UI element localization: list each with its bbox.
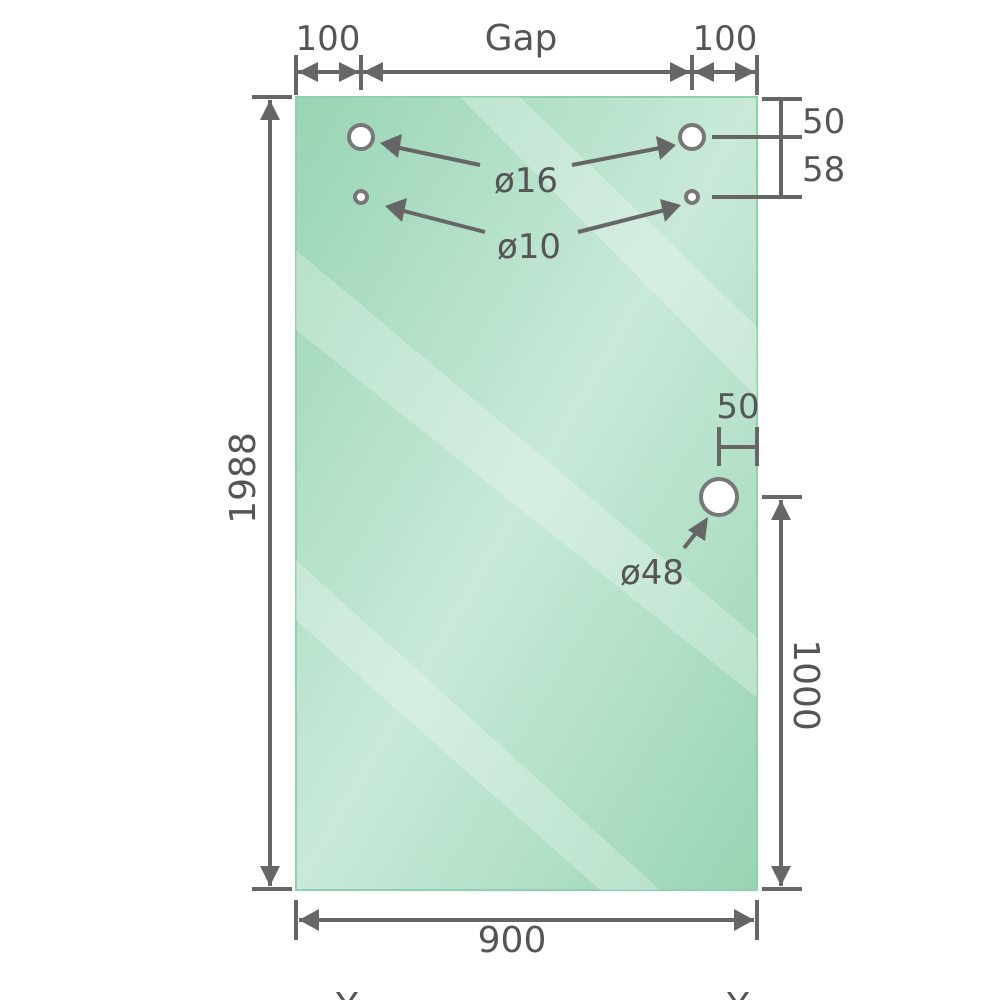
top-hole-from-top-label: 50: [802, 102, 845, 142]
lower-hole-left: [353, 189, 369, 205]
height-dimension: 1988: [223, 95, 292, 891]
glass-panel: [295, 96, 758, 891]
handle-diameter-label: ø48: [620, 553, 684, 593]
lower-hole-diameter-label: ø10: [497, 227, 561, 267]
bottom-mark-right: Y: [726, 986, 750, 1000]
top-left-offset-label: 100: [296, 19, 361, 59]
upper-hole-right: [678, 123, 706, 151]
handle-height-label: 1000: [785, 639, 826, 731]
handle-from-edge-label: 50: [716, 387, 759, 427]
holes: [347, 123, 739, 517]
lower-hole-right: [684, 189, 700, 205]
handle-dimensions: 50 ø48 1000: [620, 387, 826, 891]
bottom-mark-left: Y: [335, 986, 359, 1000]
height-label: 1988: [223, 432, 264, 524]
hole-spacing-label: 58: [802, 150, 845, 190]
top-right-offset-label: 100: [693, 19, 758, 59]
width-label: 900: [478, 920, 547, 961]
hole-offset-dimensions: 50 58: [712, 97, 845, 199]
upper-hole-left: [347, 123, 375, 151]
width-dimension: 900: [294, 900, 759, 961]
upper-hole-diameter-label: ø16: [494, 161, 558, 201]
top-dimensions: 100 Gap 100: [294, 18, 759, 95]
gap-label: Gap: [485, 18, 558, 59]
hole-callouts: ø16 ø10: [380, 134, 681, 267]
handle-hole: [699, 477, 739, 517]
